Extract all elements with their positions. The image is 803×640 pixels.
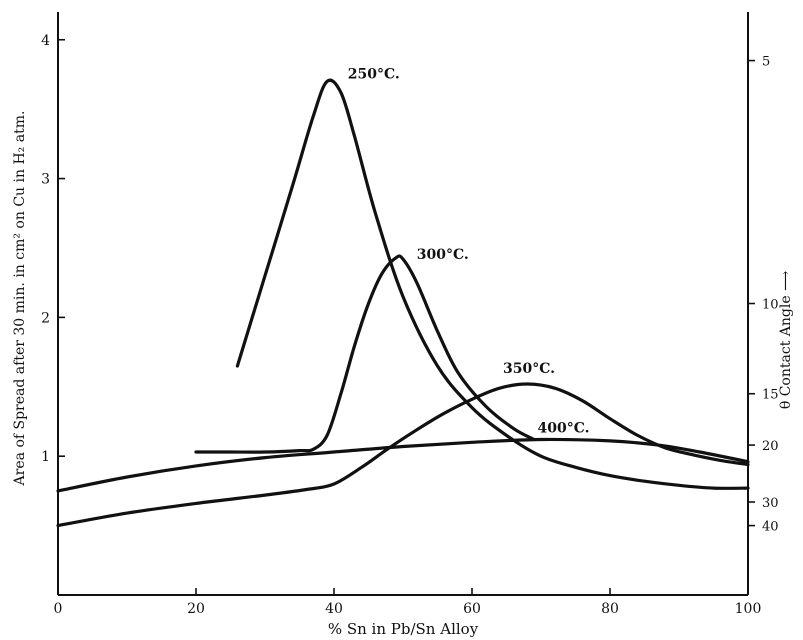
x-tick-label: 40 <box>325 601 343 617</box>
series-curves <box>56 78 750 528</box>
curve-label-250c: 250°C. <box>348 67 400 83</box>
y-tick-label: 4 <box>41 33 50 49</box>
x-tick-label: 100 <box>735 601 762 617</box>
y2-tick-label: 30 <box>762 496 779 511</box>
x-axis-label: % Sn in Pb/Sn Alloy <box>328 620 479 638</box>
y-ticks: 1 2 3 4 <box>41 33 65 465</box>
y2-tick-label: 5 <box>762 55 770 70</box>
series-line-300c <box>194 254 536 454</box>
series-line-350c <box>56 382 750 528</box>
y2-tick-label: 15 <box>762 388 779 403</box>
x-tick-label: 60 <box>463 601 481 617</box>
y2-tick-label: 10 <box>762 298 779 313</box>
y-tick-label: 1 <box>41 449 50 465</box>
x-ticks: 0 20 40 60 80 100 <box>54 588 762 617</box>
y2-ticks: 5 10 15 20 30 40 <box>748 55 779 535</box>
curve-labels: 250°C. 300°C. 350°C. 400°C. <box>348 67 590 437</box>
series-line-400c <box>56 437 750 493</box>
y2-tick-label: 40 <box>762 520 779 535</box>
curve-label-350c: 350°C. <box>503 361 555 377</box>
y-tick-label: 2 <box>41 310 50 326</box>
curve-label-300c: 300°C. <box>417 247 469 263</box>
x-tick-label: 0 <box>54 601 63 617</box>
x-tick-label: 20 <box>187 601 205 617</box>
x-tick-label: 80 <box>601 601 619 617</box>
series-line-250c <box>235 78 750 490</box>
y2-tick-label: 20 <box>762 439 779 454</box>
y-tick-label: 3 <box>41 172 50 188</box>
curve-label-400c: 400°C. <box>538 421 590 437</box>
y2-axis-label: θ Contact Angle ⟶ <box>778 271 794 409</box>
y-axis-label: Area of Spread after 30 min. in cm² on C… <box>12 111 28 487</box>
